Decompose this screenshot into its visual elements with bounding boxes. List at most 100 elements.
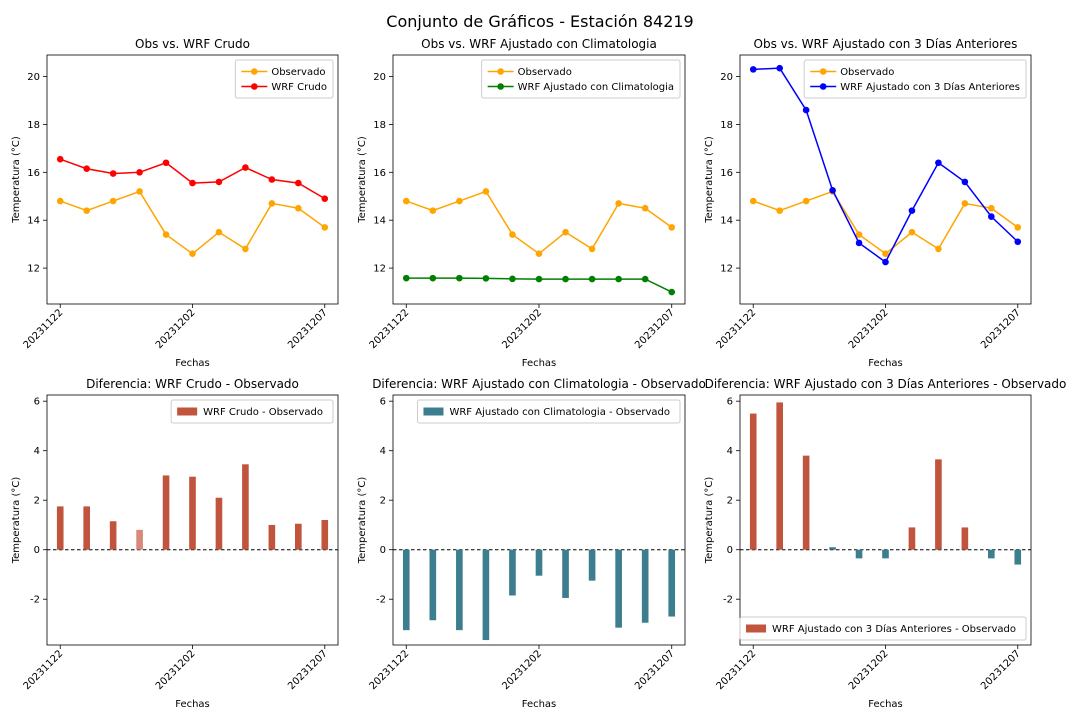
data-point: [802, 197, 810, 205]
x-tick-label: 20231122: [715, 648, 759, 692]
series-line: [406, 190, 673, 255]
y-tick-label: 18: [720, 120, 733, 131]
data-bar: [509, 549, 516, 596]
data-point: [509, 231, 516, 238]
data-point: [242, 164, 249, 171]
legend-marker: [819, 83, 827, 90]
y-tick-label: 6: [727, 397, 733, 408]
data-point: [295, 204, 302, 212]
data-bar: [776, 402, 783, 550]
data-bar: [535, 549, 543, 576]
data-point: [961, 200, 969, 207]
x-axis-label: Fechas: [868, 699, 903, 710]
data-point: [321, 224, 329, 231]
legend-label: Observado: [840, 67, 894, 78]
data-point: [482, 188, 490, 195]
data-point: [908, 207, 916, 214]
y-axis-label: Temperatura (°C): [704, 136, 715, 224]
data-bar: [321, 520, 329, 550]
data-point: [776, 207, 783, 214]
y-tick-label: 18: [373, 120, 386, 131]
legend-marker: [251, 83, 258, 90]
series-line: [752, 190, 1019, 255]
data-point: [588, 275, 596, 283]
y-axis-label: Temperatura (°C): [704, 477, 715, 565]
chart-title: Obs vs. WRF Crudo: [135, 37, 250, 51]
x-tick-label: 20231122: [715, 307, 759, 351]
data-point: [988, 213, 995, 220]
y-tick-label: 16: [27, 168, 40, 179]
data-point: [988, 204, 995, 212]
data-point: [189, 179, 196, 187]
data-point: [1014, 224, 1022, 231]
legend-label: WRF Ajustado con Climatologia: [518, 82, 674, 93]
legend-box: [416, 399, 681, 424]
chart-panel-5: Diferencia: WRF Ajustado con Climatologi…: [357, 377, 706, 710]
y-tick-label: -2: [30, 595, 40, 606]
x-tick-label: 20231207: [979, 648, 1023, 692]
data-point: [562, 228, 569, 236]
y-axis-label: Temperatura (°C): [357, 136, 368, 224]
data-bar: [83, 506, 90, 550]
data-point: [641, 275, 649, 283]
data-point: [535, 275, 543, 283]
data-point: [961, 178, 969, 186]
data-point: [242, 245, 249, 253]
y-tick-label: 4: [380, 446, 386, 457]
figure-title: Conjunto de Gráficos - Estación 84219: [386, 12, 693, 31]
x-tick-label: 20231207: [633, 307, 677, 351]
data-point: [402, 197, 410, 205]
data-point: [162, 231, 170, 238]
data-point: [56, 155, 64, 163]
y-axis-label: Temperatura (°C): [11, 136, 22, 224]
y-tick-label: 14: [27, 216, 40, 227]
x-tick-label: 20231122: [22, 648, 66, 692]
legend-bar-swatch: [746, 624, 767, 633]
y-tick-label: 12: [720, 264, 733, 275]
data-point: [429, 207, 437, 214]
y-tick-label: 6: [34, 397, 40, 408]
data-point: [615, 275, 622, 283]
legend-label: WRF Ajustado con 3 Días Anteriores - Obs…: [772, 623, 1016, 635]
y-tick-label: 0: [34, 545, 40, 556]
legend-label: WRF Crudo: [271, 82, 327, 93]
axes-frame: [739, 54, 1032, 305]
data-bar: [215, 497, 223, 550]
data-point: [456, 274, 463, 282]
data-bar: [935, 459, 942, 550]
data-point: [83, 165, 90, 173]
data-bar: [668, 549, 676, 617]
legend-box: [803, 59, 1027, 99]
data-bar: [295, 523, 302, 550]
x-tick-label: 20231122: [368, 648, 412, 692]
data-bar: [1014, 549, 1022, 565]
legend: Observado WRF Ajustado con 3 Días Anterio…: [803, 59, 1027, 99]
data-point: [215, 228, 223, 236]
data-point: [882, 250, 889, 258]
data-point: [429, 274, 437, 282]
x-tick-label: 20231202: [500, 307, 544, 351]
data-point: [189, 250, 196, 258]
data-bar: [988, 549, 995, 559]
data-point: [668, 288, 676, 296]
data-bar: [588, 549, 596, 581]
data-point: [136, 169, 143, 176]
data-point: [268, 200, 276, 207]
data-point: [855, 239, 863, 247]
data-point: [776, 64, 783, 72]
axes-frame: [46, 394, 339, 646]
y-tick-label: -2: [376, 595, 386, 606]
data-point: [882, 258, 889, 266]
data-point: [588, 245, 596, 253]
data-point: [482, 275, 490, 282]
x-axis-label: Fechas: [175, 358, 210, 369]
data-bar: [749, 413, 757, 550]
data-bar: [162, 475, 170, 550]
data-bar: [136, 529, 143, 550]
legend-label: WRF Ajustado con 3 Días Anteriores: [840, 81, 1020, 93]
chart-panel-3: Obs vs. WRF Ajustado con 3 Días Anterior…: [704, 37, 1032, 369]
data-point: [908, 228, 916, 236]
x-tick-label: 20231207: [633, 648, 677, 692]
axes-frame: [739, 394, 1032, 646]
data-point: [935, 159, 942, 167]
